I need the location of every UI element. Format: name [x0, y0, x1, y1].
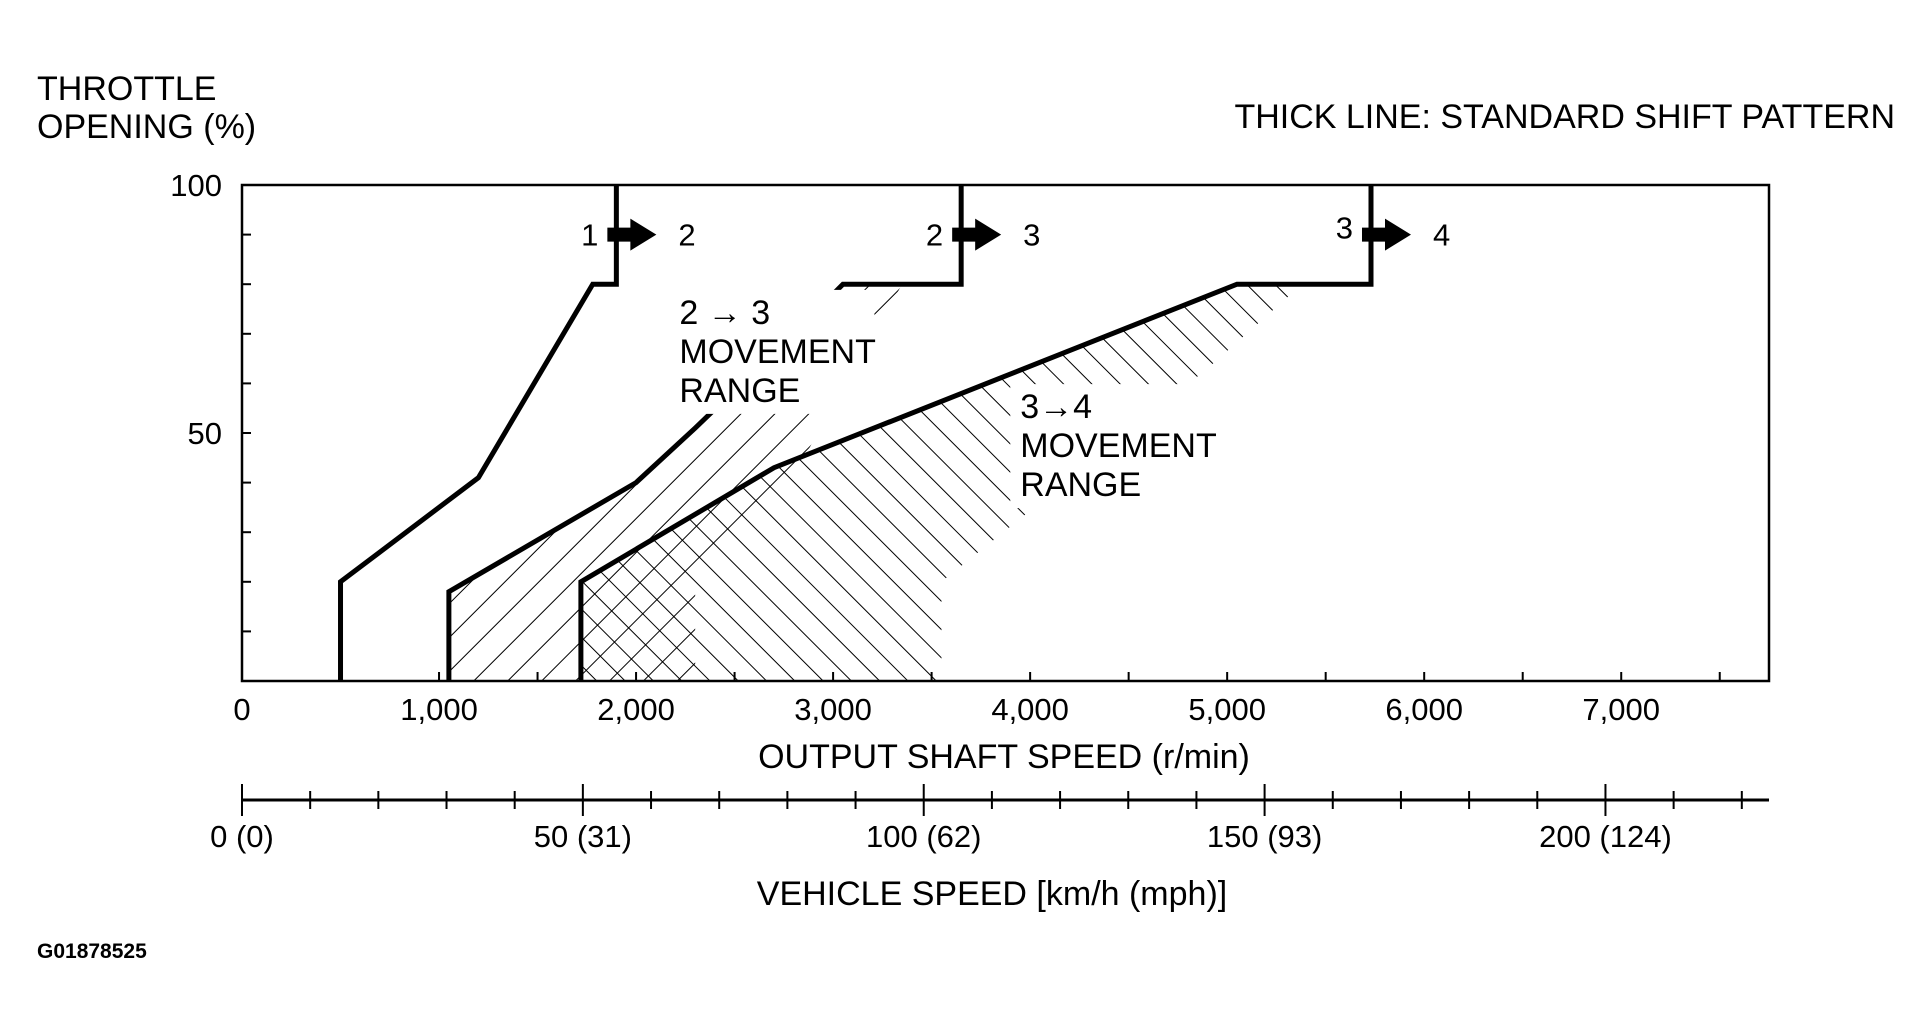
y-tick-label: 100 — [170, 168, 222, 203]
x-ticks: 0 1,000 2,000 3,000 4,000 5,000 6,000 7,000 — [233, 672, 1721, 727]
x-tick-label: 2,000 — [597, 692, 675, 727]
shift-arrow-icon — [1361, 218, 1411, 251]
movement-range-2 — [580, 284, 1303, 681]
shift-from-gear-label: 3 — [1336, 211, 1353, 246]
range-label-background — [669, 289, 875, 414]
shift-to-gear-label: 4 — [1433, 218, 1450, 253]
shift-arrow-icon — [952, 218, 1002, 251]
range-label-line: 3→4 — [1020, 388, 1092, 426]
shift-to-gear-label: 2 — [678, 218, 695, 253]
y-axis-title-line1: THROTTLE — [37, 70, 216, 108]
vehicle-speed-tick-label: 50 (31) — [534, 819, 632, 854]
vehicle-speed-tick-label: 100 (62) — [866, 819, 981, 854]
vehicle-speed-tick-label: 0 (0) — [210, 819, 274, 854]
range-label-line: RANGE — [1020, 466, 1141, 504]
shift-lines: 1 2 2 3 3 4 — [338, 185, 1450, 681]
x-tick-label: 4,000 — [991, 692, 1069, 727]
x-tick-label: 0 — [233, 692, 250, 727]
x-axis-title: OUTPUT SHAFT SPEED (r/min) — [758, 738, 1250, 776]
vehicle-speed-axis-title: VEHICLE SPEED [km/h (mph)] — [757, 875, 1227, 913]
x-tick-label: 7,000 — [1582, 692, 1660, 727]
vehicle-speed-tick-label: 150 (93) — [1207, 819, 1322, 854]
y-axis-title-line2: OPENING (%) — [37, 108, 256, 146]
y-ticks: 50 100 — [170, 168, 251, 633]
shift-to-gear-label: 3 — [1023, 218, 1040, 253]
range-label-line: 2 → 3 — [679, 294, 770, 332]
range-label-line: MOVEMENT — [679, 333, 875, 371]
legend-note: THICK LINE: STANDARD SHIFT PATTERN — [1234, 98, 1895, 136]
x-tick-label: 3,000 — [794, 692, 872, 727]
x-tick-label: 6,000 — [1385, 692, 1463, 727]
vehicle-speed-axis: 0 (0) 50 (31) 100 (62) 150 (93) 200 (124) — [210, 784, 1769, 854]
shift-arrow-icon — [607, 218, 657, 251]
range-label-line: RANGE — [679, 372, 800, 410]
shift-from-gear-label: 2 — [926, 218, 943, 253]
figure-code: G01878525 — [37, 940, 147, 963]
range-label-line: MOVEMENT — [1020, 427, 1216, 465]
y-tick-label: 50 — [188, 416, 222, 451]
x-tick-label: 5,000 — [1188, 692, 1266, 727]
shift-line-1-2 — [338, 185, 619, 681]
x-tick-label: 1,000 — [400, 692, 478, 727]
vehicle-speed-tick-label: 200 (124) — [1539, 819, 1672, 854]
range-label-background — [1010, 384, 1216, 509]
shift-line-3-4 — [578, 185, 1374, 681]
shift-from-gear-label: 1 — [581, 218, 598, 253]
